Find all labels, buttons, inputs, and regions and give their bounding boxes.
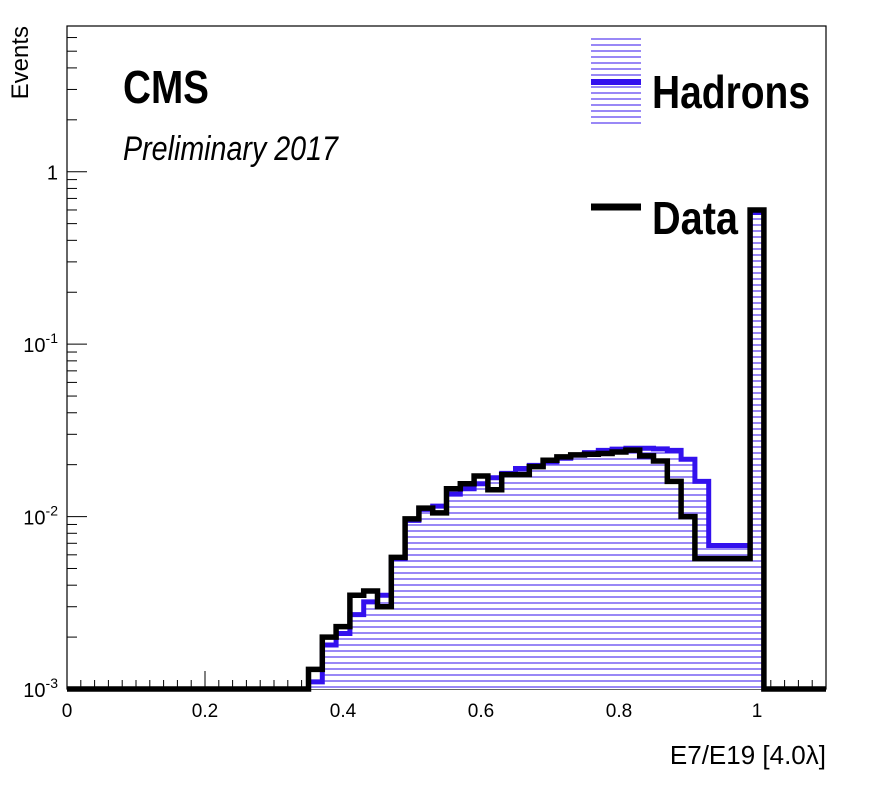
chart-title: CMS: [123, 61, 209, 113]
y-axis-label: Events: [7, 26, 34, 99]
hadrons-histogram-fill: [308, 212, 764, 690]
legend: Hadrons Data: [591, 38, 810, 244]
axis-labels: 0 0.2 0.4 0.6 0.8 1 10-3 10-2 10-1 1: [23, 163, 762, 722]
data-histogram-line: [67, 207, 826, 692]
legend-label-data: Data: [652, 192, 738, 244]
x-tick-label: 0.8: [606, 701, 632, 722]
x-tick-label: 0.4: [330, 701, 357, 722]
y-tick-label: 1: [47, 163, 58, 185]
y-tick-label: 10-1: [23, 330, 58, 357]
y-tick-label: 10-2: [23, 503, 58, 530]
y-tick-label: 10-3: [23, 675, 58, 702]
x-tick-label: 0.6: [468, 701, 494, 722]
x-tick-label: 0: [62, 701, 73, 722]
legend-label-hadrons: Hadrons: [652, 66, 810, 118]
x-axis-label: E7/E19 [4.0λ]: [670, 740, 826, 770]
x-tick-label: 0.2: [192, 701, 218, 722]
x-tick-label: 1: [752, 701, 763, 722]
chart-subtitle: Preliminary 2017: [123, 130, 339, 168]
